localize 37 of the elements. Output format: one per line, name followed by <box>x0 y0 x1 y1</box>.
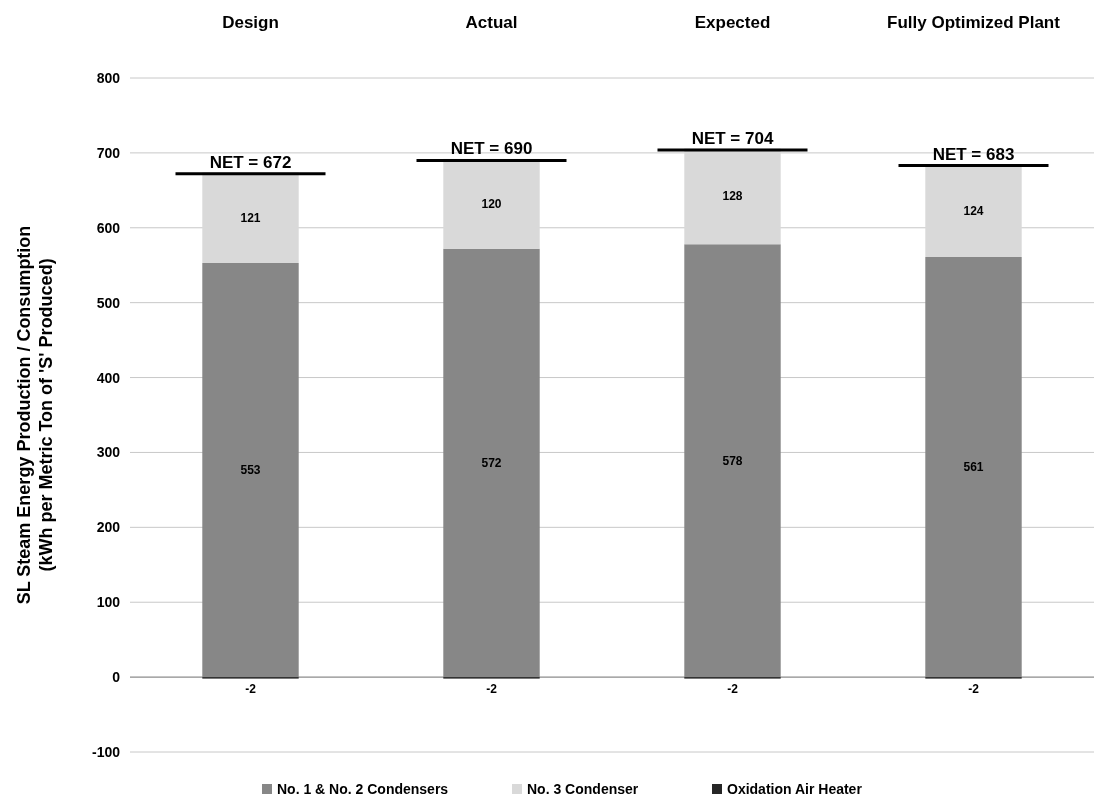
y-tick-label: 200 <box>96 519 121 536</box>
data-label: 578 <box>722 453 743 468</box>
legend-label: No. 3 Condenser <box>527 781 639 797</box>
y-tick-label: 700 <box>96 144 121 161</box>
data-label: -2 <box>486 681 498 696</box>
data-label: -2 <box>968 681 980 696</box>
data-label: 120 <box>481 196 502 211</box>
data-label: -2 <box>245 681 257 696</box>
y-tick-label: 0 <box>112 669 121 686</box>
x-tick-label: Actual <box>465 13 518 32</box>
annotation: NET = 683 <box>932 144 1015 164</box>
bar <box>202 172 299 263</box>
y-tick-label: 800 <box>96 70 121 86</box>
y-tick-label: 300 <box>96 444 121 461</box>
data-label: -2 <box>727 681 739 696</box>
bar <box>684 148 781 245</box>
annotation: NET = 672 <box>209 152 292 172</box>
x-tick-label: Expected <box>694 13 771 32</box>
y-tick-label: 600 <box>96 219 121 236</box>
legend-label: Oxidation Air Heater <box>727 781 863 797</box>
legend-label: No. 1 & No. 2 Condensers <box>277 781 449 797</box>
bar <box>925 164 1022 257</box>
data-label: 128 <box>722 189 743 204</box>
annotation: NET = 704 <box>691 128 774 148</box>
x-tick-label: Design <box>222 13 279 32</box>
y-tick-label: 400 <box>96 369 121 386</box>
data-label: 121 <box>240 210 261 225</box>
data-label: 572 <box>481 455 502 470</box>
annotation: NET = 690 <box>450 139 533 159</box>
data-label: 561 <box>963 460 984 475</box>
data-label: 553 <box>240 463 261 478</box>
x-tick-label: Fully Optimized Plant <box>887 13 1061 32</box>
y-tick-label: 100 <box>96 594 121 611</box>
y-tick-label: 500 <box>96 294 121 311</box>
y-tick-label: -100 <box>91 744 121 760</box>
data-label: 124 <box>963 203 984 218</box>
y-axis-title: SL Steam Energy Production / Consumption (kWh per Metric Ton of 'S' Produced) <box>14 225 56 605</box>
